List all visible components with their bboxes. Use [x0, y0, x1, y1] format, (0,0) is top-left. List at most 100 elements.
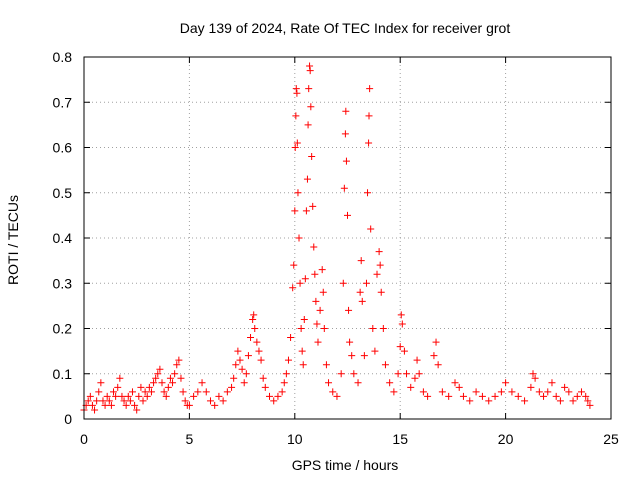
plus-marker — [329, 388, 337, 396]
data-point — [261, 383, 269, 391]
plus-marker — [259, 374, 267, 382]
data-point — [373, 270, 381, 278]
data-point — [294, 189, 302, 197]
plus-marker — [451, 379, 459, 387]
plus-marker — [582, 392, 590, 400]
data-point — [84, 397, 92, 405]
data-point — [306, 62, 314, 70]
plus-marker — [257, 356, 265, 364]
plus-marker — [291, 144, 299, 151]
data-point — [333, 392, 341, 400]
data-point — [552, 392, 560, 400]
plus-marker — [313, 320, 321, 328]
data-point — [298, 347, 306, 355]
plus-marker — [434, 361, 442, 369]
plus-marker — [527, 383, 535, 391]
plus-marker — [472, 388, 480, 396]
plus-marker — [290, 261, 298, 269]
data-point — [255, 347, 263, 355]
data-point — [397, 311, 405, 319]
y-tick-label: 0 — [64, 411, 72, 427]
plus-marker — [358, 297, 366, 305]
data-point — [103, 392, 111, 400]
data-point — [386, 379, 394, 387]
data-point — [137, 383, 145, 391]
data-point — [296, 279, 304, 287]
data-point — [114, 383, 122, 391]
plus-marker — [154, 370, 162, 378]
data-point — [531, 374, 539, 382]
data-point — [154, 370, 162, 378]
x-tick-label: 10 — [287, 431, 303, 447]
data-point — [280, 379, 288, 387]
plus-marker — [478, 392, 486, 400]
data-point — [577, 388, 585, 396]
plus-marker — [88, 401, 96, 409]
plus-marker — [91, 406, 99, 414]
data-point — [357, 257, 365, 265]
plus-marker — [236, 356, 244, 364]
plus-marker — [432, 338, 440, 346]
data-point — [110, 388, 118, 396]
plus-marker — [93, 397, 101, 405]
data-point — [365, 112, 373, 120]
data-point — [310, 243, 318, 251]
data-point — [289, 284, 297, 292]
data-point — [322, 361, 330, 369]
data-point — [573, 392, 581, 400]
data-point — [584, 397, 592, 405]
plus-marker — [531, 374, 539, 382]
plus-marker — [122, 401, 130, 409]
plus-marker — [373, 270, 381, 278]
plus-marker — [128, 388, 136, 396]
data-point — [143, 392, 151, 400]
plus-marker — [293, 89, 301, 97]
plus-marker — [223, 388, 231, 396]
y-tick-label: 0.1 — [53, 366, 73, 382]
plus-marker — [266, 392, 274, 400]
plus-marker — [305, 85, 313, 93]
plus-marker — [419, 388, 427, 396]
data-point — [371, 347, 379, 355]
plus-marker — [544, 388, 552, 396]
data-point — [232, 361, 240, 369]
x-tick-label: 5 — [186, 431, 194, 447]
plus-marker — [228, 383, 236, 391]
plus-marker — [508, 388, 516, 396]
plus-marker — [293, 139, 301, 147]
plus-marker — [403, 370, 411, 378]
plus-marker — [413, 356, 421, 364]
plus-marker — [552, 392, 560, 400]
plus-marker — [185, 401, 193, 409]
data-point — [514, 392, 522, 400]
plus-marker — [240, 379, 248, 387]
data-point — [274, 392, 282, 400]
data-point — [432, 338, 440, 346]
plus-marker — [366, 85, 374, 93]
data-point — [485, 397, 493, 405]
data-point — [309, 202, 317, 210]
plus-marker — [124, 392, 132, 400]
plus-marker — [548, 379, 556, 387]
data-point — [424, 392, 432, 400]
data-point — [369, 325, 377, 332]
data-point — [304, 121, 312, 129]
data-point — [556, 397, 564, 405]
data-point — [88, 401, 96, 409]
data-point — [99, 397, 107, 405]
plus-marker — [118, 392, 126, 400]
plus-marker — [316, 306, 324, 314]
plus-marker — [390, 388, 398, 396]
plus-marker — [261, 383, 269, 391]
plus-marker — [339, 279, 347, 287]
data-point — [95, 388, 103, 396]
plus-marker — [438, 388, 446, 396]
y-tick-label: 0.7 — [53, 94, 73, 110]
y-tick-label: 0.6 — [53, 140, 73, 156]
plus-marker — [346, 338, 354, 346]
plus-marker — [291, 207, 299, 215]
data-point — [339, 279, 347, 287]
x-tick-label: 20 — [498, 431, 514, 447]
plus-marker — [411, 374, 419, 382]
data-point — [242, 370, 250, 378]
